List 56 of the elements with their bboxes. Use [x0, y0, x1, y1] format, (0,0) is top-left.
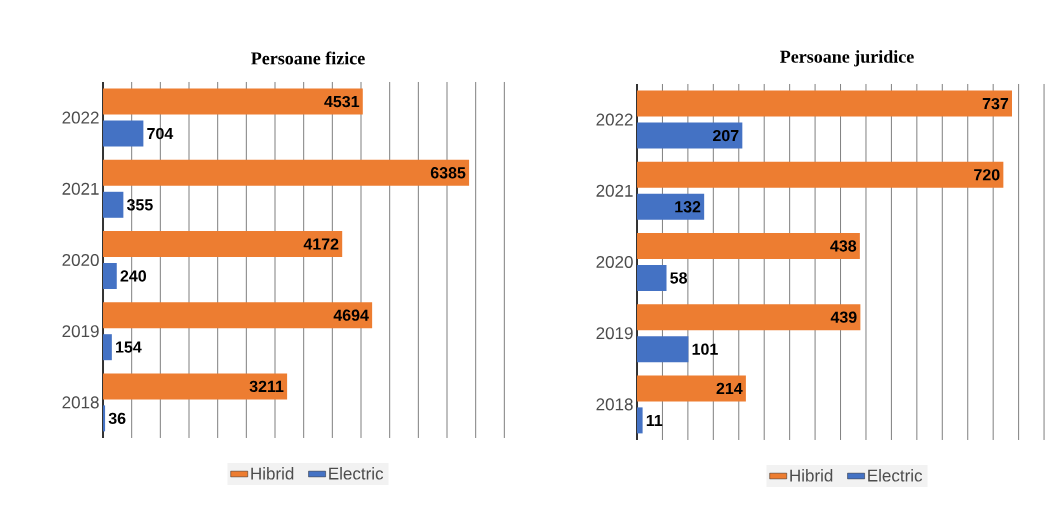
bar: [637, 90, 1012, 117]
bar: [637, 161, 1004, 188]
data-label: 58: [670, 272, 688, 284]
data-label: 240: [120, 270, 146, 282]
bar: [637, 336, 689, 363]
y-tick-label: 2019: [596, 327, 633, 340]
y-tick-label: 2021: [62, 182, 99, 195]
data-label: 6385: [430, 167, 466, 179]
legend-label: Electric: [868, 469, 923, 482]
bar: [637, 304, 861, 331]
y-tick-label: 2021: [596, 184, 633, 197]
bar: [637, 122, 743, 149]
bar: [637, 407, 643, 434]
data-label: 4694: [333, 309, 369, 321]
y-tick-label: 2019: [62, 325, 99, 338]
y-tick-label: 2020: [62, 253, 99, 267]
data-label: 154: [116, 341, 142, 353]
legend-label: Electric: [329, 467, 384, 480]
bar: [637, 264, 667, 291]
y-tick-label: 2018: [596, 398, 633, 411]
bar: [103, 405, 106, 432]
y-tick-label: 2020: [596, 255, 633, 269]
chart-title: Persoane fizice: [251, 51, 365, 65]
data-label: 720: [974, 169, 1000, 181]
bar: [637, 232, 860, 259]
bar: [103, 120, 144, 147]
data-label: 704: [147, 127, 174, 140]
bar: [103, 373, 288, 400]
y-tick-label: 2018: [62, 396, 99, 409]
bar: [103, 230, 343, 257]
bar: [637, 193, 705, 220]
data-label: 132: [675, 201, 701, 213]
bar: [103, 334, 112, 361]
y-tick-label: 2022: [62, 111, 99, 124]
data-label: 101: [692, 343, 718, 355]
data-label: 4531: [324, 95, 360, 108]
bar: [103, 302, 373, 329]
data-label: 737: [982, 97, 1009, 110]
data-label: 355: [126, 199, 153, 211]
bar: [103, 88, 363, 115]
chart-title: Persoane juridice: [780, 50, 914, 67]
data-label: 439: [830, 311, 857, 323]
data-label: 4172: [303, 238, 339, 250]
data-label: 36: [108, 412, 126, 425]
bar: [103, 191, 124, 218]
legend-label: Hibrid: [790, 469, 833, 482]
data-label: 214: [716, 382, 743, 394]
bar: [103, 159, 470, 186]
data-label: 11: [646, 414, 663, 426]
bar: [637, 375, 746, 402]
y-tick-label: 2022: [596, 113, 633, 126]
legend-label: Hibrid: [251, 467, 294, 480]
bar: [103, 262, 117, 289]
data-label: 207: [712, 129, 739, 142]
data-label: 438: [830, 240, 857, 252]
data-label: 3211: [249, 380, 284, 393]
